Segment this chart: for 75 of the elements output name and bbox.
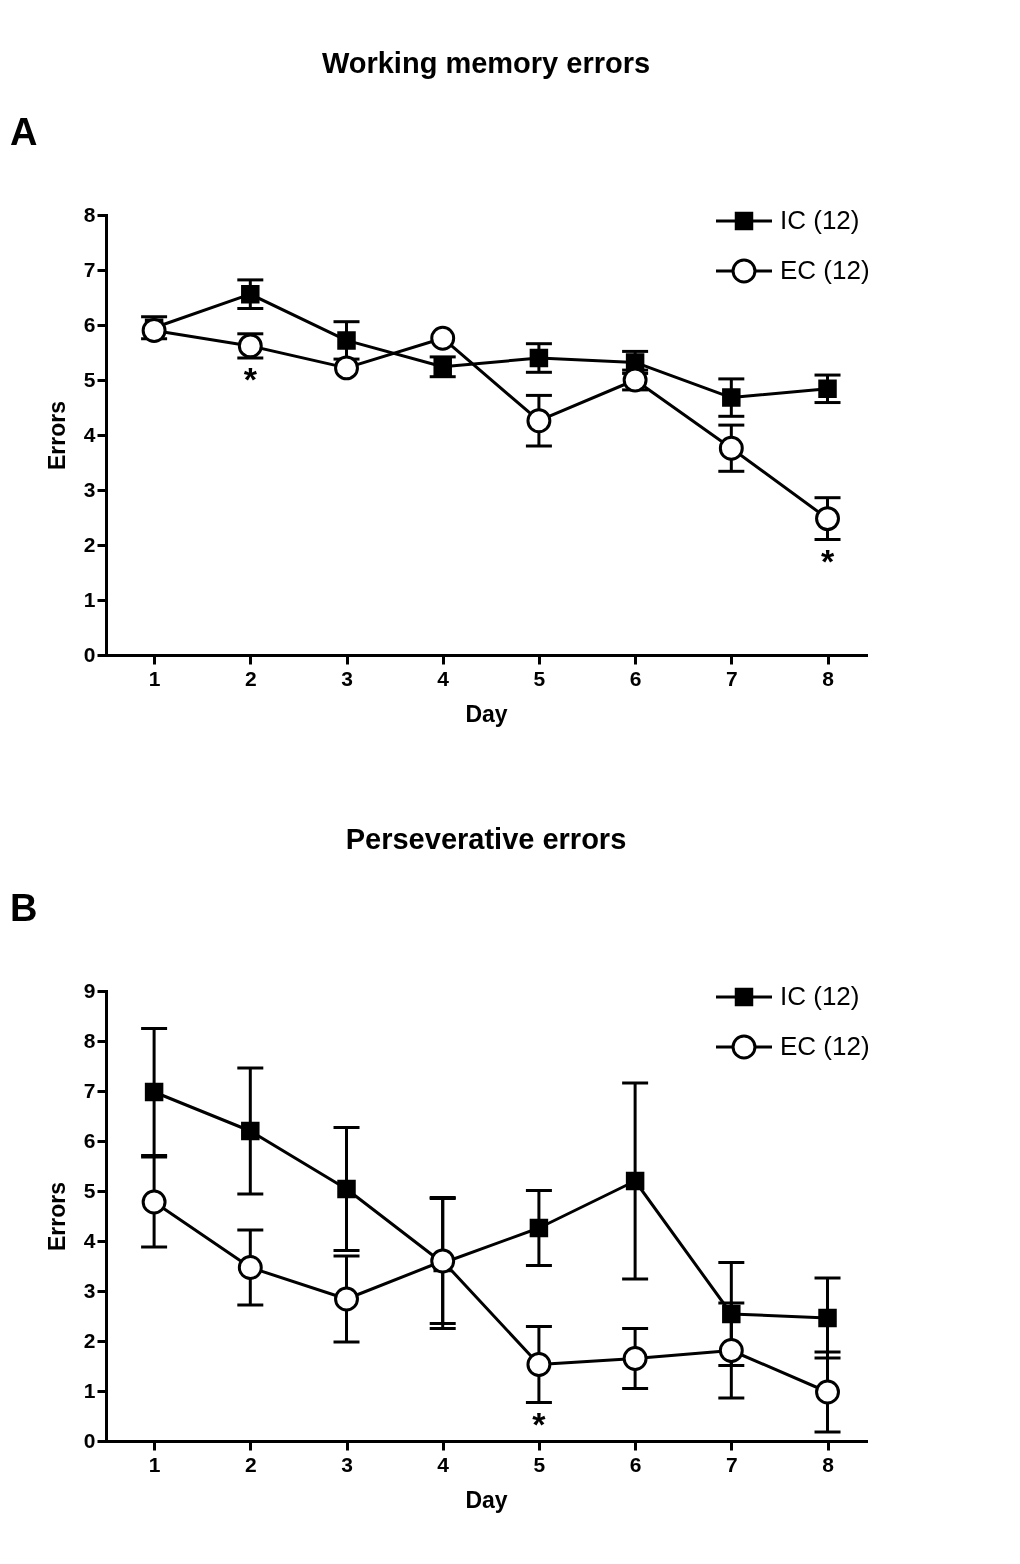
- y-tick-label: 1: [83, 587, 96, 611]
- y-tick-label: 5: [83, 1178, 96, 1202]
- y-tick-label: 2: [83, 1328, 96, 1352]
- x-tick-label: 6: [629, 1452, 642, 1476]
- legend-label: IC (12): [780, 981, 860, 1011]
- x-tick-label: 1: [148, 666, 161, 690]
- x-tick-label: 2: [244, 1452, 257, 1476]
- y-tick-label: 9: [83, 978, 96, 1002]
- y-tick-label: 3: [83, 477, 96, 501]
- y-tick-label: 6: [83, 312, 96, 336]
- chart-title: Working memory errors: [321, 47, 651, 79]
- point: [718, 1338, 744, 1363]
- x-tick-label: 6: [629, 666, 642, 690]
- y-tick-label: 4: [83, 1228, 96, 1252]
- y-tick-label: 7: [83, 257, 96, 281]
- y-axis-title: Errors: [43, 400, 70, 471]
- legend-label: EC (12): [780, 255, 870, 285]
- point: [622, 1346, 648, 1371]
- point: [529, 348, 549, 368]
- point: [430, 1248, 456, 1274]
- x-tick-label: 5: [533, 666, 546, 690]
- legend-label: IC (12): [780, 205, 860, 235]
- annotation: *: [243, 360, 258, 398]
- x-tick-label: 1: [148, 1452, 161, 1476]
- y-tick-label: 4: [83, 422, 96, 446]
- y-tick-label: 1: [83, 1378, 96, 1402]
- x-tick-label: 4: [437, 1452, 450, 1476]
- y-tick-label: 8: [83, 1028, 96, 1052]
- point: [337, 331, 356, 350]
- point: [718, 435, 744, 461]
- point: [625, 1171, 645, 1191]
- x-tick-label: 5: [533, 1452, 546, 1476]
- y-tick-label: 3: [83, 1278, 96, 1302]
- point: [526, 408, 552, 434]
- y-axis-title: Errors: [43, 1181, 70, 1252]
- point: [815, 506, 840, 532]
- x-tick-label: 2: [244, 666, 257, 690]
- point: [815, 1379, 840, 1405]
- x-axis-title: Day: [465, 700, 508, 727]
- point: [141, 1189, 167, 1215]
- y-tick-label: 0: [83, 642, 96, 666]
- x-tick-label: 3: [341, 1452, 353, 1476]
- y-tick-label: 2: [83, 532, 96, 556]
- y-tick-label: 5: [83, 367, 96, 391]
- text: B: [10, 887, 38, 929]
- text: A: [10, 111, 38, 153]
- annotation: *: [532, 1404, 547, 1443]
- y-tick-label: 8: [83, 202, 96, 226]
- chart-title: Perseverative errors: [345, 823, 627, 855]
- point: [529, 1218, 549, 1238]
- legend-label: EC (12): [780, 1031, 870, 1061]
- point: [818, 1308, 837, 1328]
- x-tick-label: 7: [725, 1452, 738, 1476]
- y-tick-label: 0: [83, 1428, 96, 1452]
- annotation: *: [820, 541, 835, 580]
- point: [241, 1121, 260, 1141]
- point: [237, 1255, 263, 1280]
- y-tick-label: 7: [83, 1078, 96, 1102]
- x-tick-label: 8: [822, 1452, 835, 1476]
- point: [334, 1286, 359, 1312]
- point: [430, 325, 456, 351]
- point: [722, 1304, 741, 1324]
- point: [144, 1082, 164, 1102]
- x-tick-label: 4: [437, 666, 450, 690]
- x-tick-label: 8: [822, 666, 835, 690]
- y-tick-label: 6: [83, 1128, 96, 1152]
- point: [526, 1352, 552, 1377]
- point: [241, 284, 260, 304]
- point: [722, 388, 741, 407]
- x-tick-label: 3: [341, 666, 353, 690]
- point: [337, 1179, 356, 1199]
- point: [818, 379, 837, 399]
- point: [334, 355, 359, 381]
- x-axis-title: Day: [465, 1486, 508, 1513]
- x-tick-label: 7: [725, 666, 738, 690]
